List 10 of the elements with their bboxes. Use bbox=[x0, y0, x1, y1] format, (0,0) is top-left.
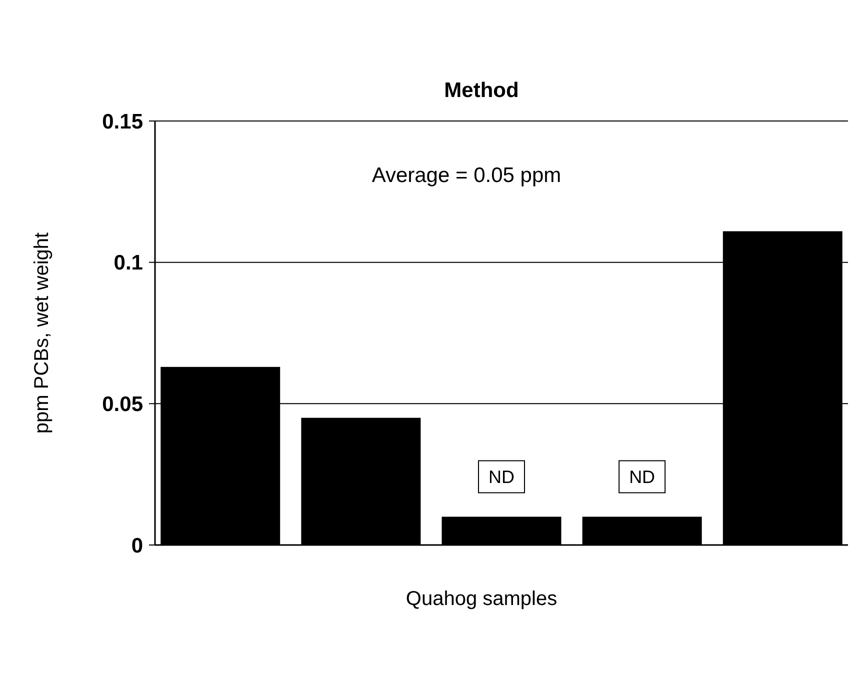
chart-title: Method bbox=[444, 79, 519, 102]
y-tick-label: 0 bbox=[131, 534, 143, 558]
x-axis-title: Quahog samples bbox=[406, 588, 558, 610]
data-label: ND bbox=[629, 467, 656, 488]
y-tick-label: 0.1 bbox=[114, 252, 144, 275]
annotation: Average = 0.05 ppm bbox=[372, 164, 562, 187]
y-tick-label: 0.15 bbox=[102, 110, 144, 134]
y-axis-title: ppm PCBs, wet weight bbox=[31, 232, 53, 434]
y-tick-label: 0.05 bbox=[102, 393, 144, 416]
data-label: ND bbox=[488, 467, 514, 488]
